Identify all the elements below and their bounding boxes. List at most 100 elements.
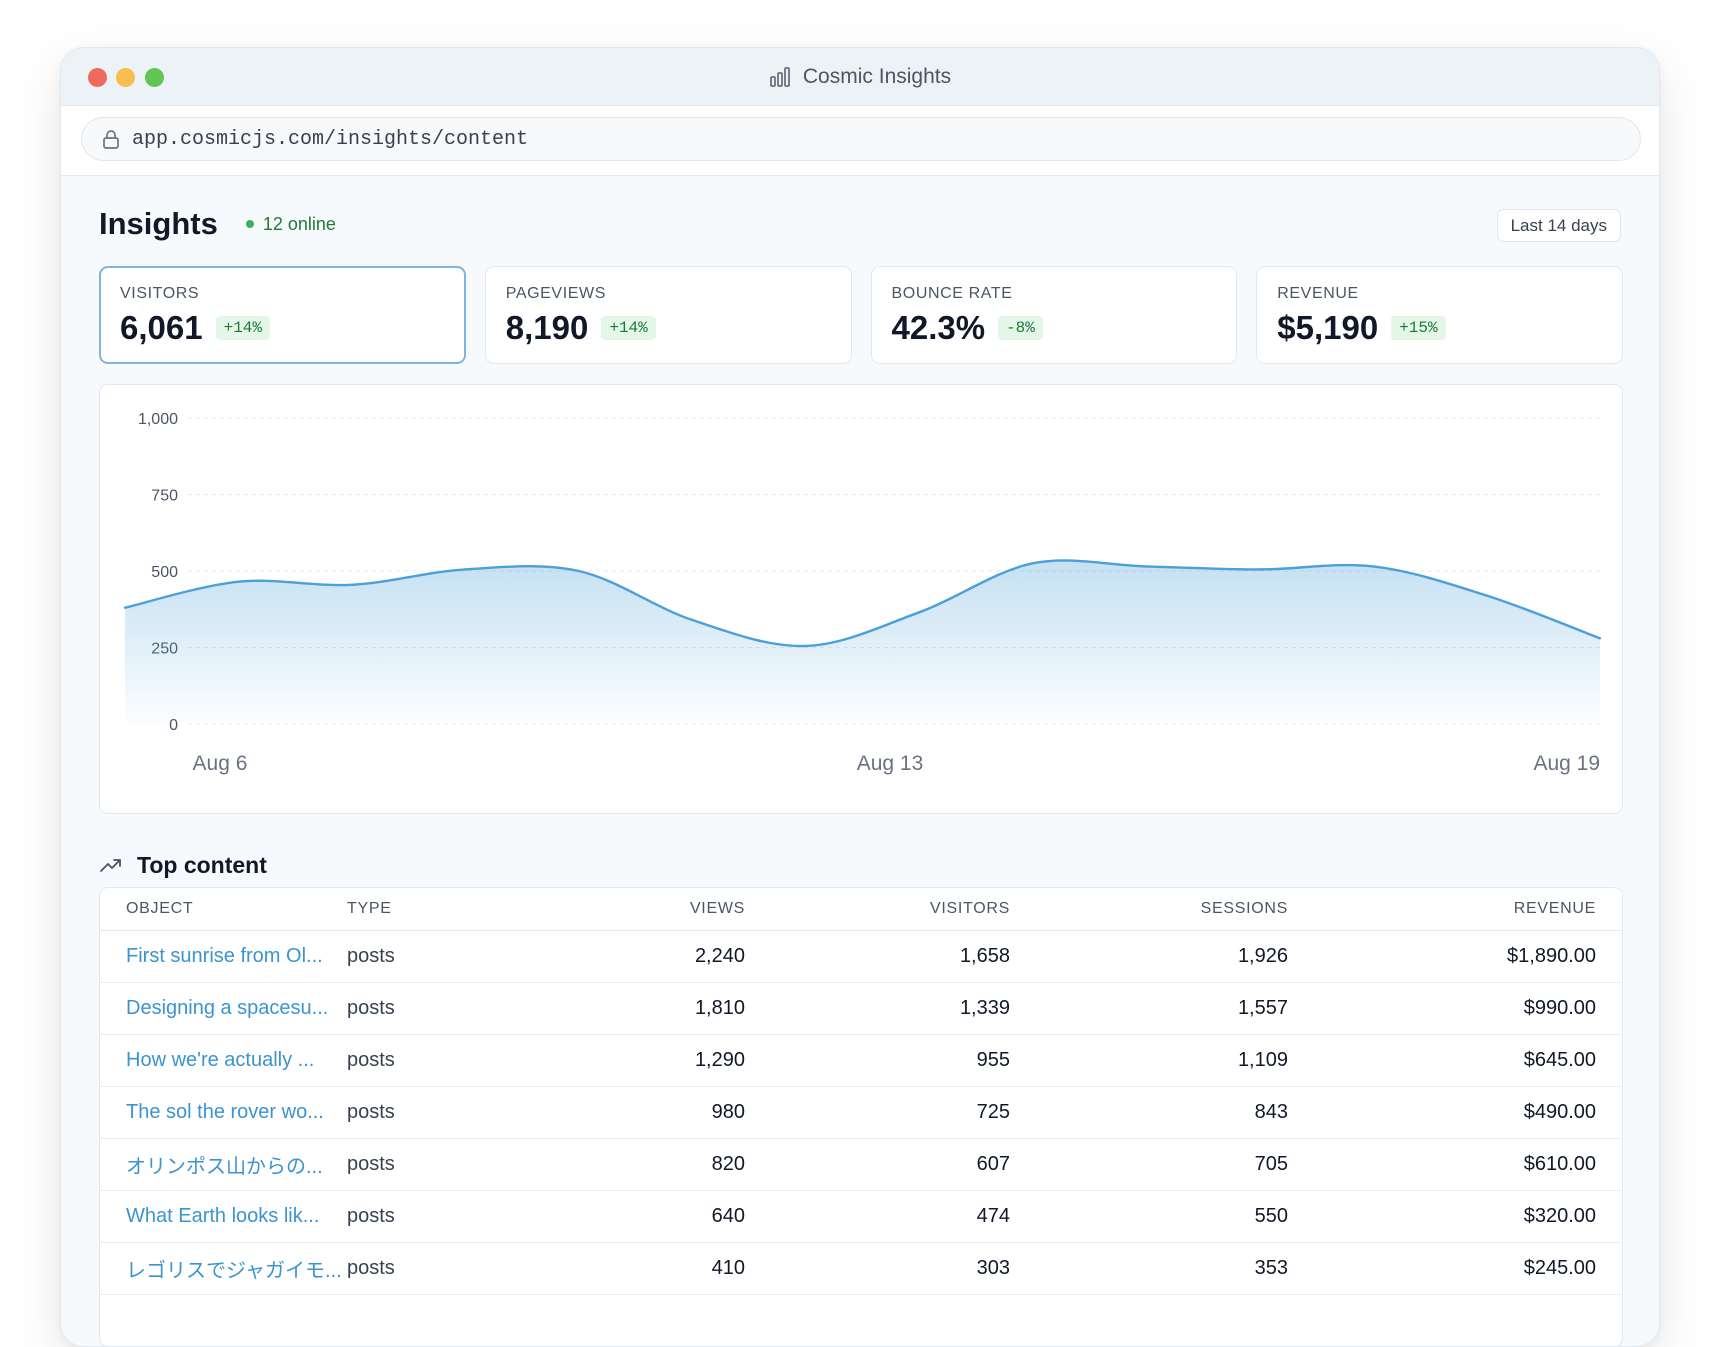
date-range-button[interactable]: Last 14 days [1496,209,1621,242]
type-cell: posts [347,1190,547,1243]
object-link[interactable]: オリンポス山からの... [100,1138,347,1191]
page-header: Insights 12 online [99,204,336,244]
views-cell: 640 [547,1190,745,1243]
sessions-cell: 1,557 [1010,982,1288,1035]
revenue-cell: $490.00 [1288,1086,1622,1139]
stat-cards: VISITORS 6,061 +14% PAGEVIEWS 8,190 +14%… [99,266,1623,364]
column-header-revenue[interactable]: REVENUE [1288,888,1622,931]
stat-value: $5,190 [1277,309,1379,346]
stat-label: REVENUE [1277,285,1359,302]
object-link[interactable]: First sunrise from Ol... [100,930,347,983]
table-row[interactable]: How we're actually ... posts 1,290 955 1… [100,1034,1622,1087]
views-cell: 2,240 [547,930,745,983]
object-link[interactable]: Designing a spacesu... [100,982,347,1035]
online-dot-icon [245,220,254,228]
stat-value: 6,061 [120,309,203,346]
data-point[interactable] [1371,565,1375,568]
stat-label: VISITORS [120,285,200,302]
address-row: app.cosmicjs.com/insights/content [61,106,1659,176]
table-header-row: OBJECT TYPE VIEWS VISITORS SESSIONS REVE… [100,888,1622,931]
data-point[interactable] [1485,594,1488,597]
object-link[interactable]: What Earth looks lik... [100,1190,347,1243]
table-row[interactable]: レゴリスでジャガイモ... posts 410 303 353 $245.00 [100,1242,1622,1295]
visitors-cell: 1,339 [745,982,1010,1035]
x-tick-label: Aug 6 [193,752,248,775]
y-tick-label: 1,000 [138,411,178,428]
column-header-type[interactable]: TYPE [347,888,547,931]
sessions-cell: 550 [1010,1190,1288,1243]
page-title: Insights [99,206,218,241]
type-cell: posts [347,1034,547,1087]
table-row[interactable]: Designing a spacesu... posts 1,810 1,339… [100,982,1622,1035]
data-point[interactable] [691,618,694,622]
visitors-cell: 725 [745,1086,1010,1139]
online-count: 12 online [262,213,336,234]
data-point[interactable] [464,568,467,571]
visitors-cell: 1,658 [745,930,1010,983]
x-tick-label: Aug 13 [857,752,924,775]
sessions-cell: 1,926 [1010,930,1288,983]
data-point[interactable] [1258,568,1261,571]
object-link[interactable]: The sol the rover wo... [100,1086,347,1139]
online-indicator: 12 online [245,213,336,235]
chart-area [125,560,1600,724]
stat-label: PAGEVIEWS [505,285,606,302]
type-cell: posts [347,1242,547,1295]
top-content-table-card: OBJECT TYPE VIEWS VISITORS SESSIONS REVE… [99,887,1623,1346]
revenue-cell: $645.00 [1288,1034,1622,1087]
visitors-cell: 303 [745,1242,1010,1295]
object-link[interactable]: レゴリスでジャガイモ... [100,1242,347,1295]
data-point[interactable] [918,611,921,614]
stat-card-bounce-rate[interactable]: BOUNCE RATE 42.3% -8% [870,266,1238,364]
revenue-cell: $320.00 [1288,1190,1622,1243]
window-title-group: Cosmic Insights [61,48,1659,106]
column-header-visitors[interactable]: VISITORS [745,888,1010,931]
table-row[interactable]: オリンポス山からの... posts 820 607 705 $610.00 [100,1138,1622,1191]
stat-card-revenue[interactable]: REVENUE $5,190 +15% [1256,266,1623,364]
revenue-cell: $990.00 [1288,982,1622,1035]
trending-up-icon [100,859,121,872]
address-bar[interactable]: app.cosmicjs.com/insights/content [81,117,1641,161]
minimize-window-button[interactable] [116,68,135,87]
data-point[interactable] [1598,637,1602,640]
data-point[interactable] [237,580,240,583]
type-cell: posts [347,982,547,1035]
stat-change-badge: +15% [1391,316,1446,340]
sessions-cell: 353 [1010,1242,1288,1295]
visitors-cell: 955 [745,1034,1010,1087]
table-row[interactable]: The sol the rover wo... posts 980 725 84… [100,1086,1622,1139]
views-cell: 1,810 [547,982,745,1035]
browser-window: Cosmic Insights app.cosmicjs.com/insight… [60,47,1660,1347]
stat-card-pageviews[interactable]: PAGEVIEWS 8,190 +14% [484,266,852,364]
table-row[interactable]: First sunrise from Ol... posts 2,240 1,6… [100,930,1622,983]
column-header-object[interactable]: OBJECT [100,888,347,931]
data-point[interactable] [1144,565,1148,568]
views-cell: 1,290 [547,1034,745,1087]
stat-value: 42.3% [891,309,986,346]
close-window-button[interactable] [88,68,107,87]
y-tick-label: 0 [169,717,178,734]
stat-change-badge: +14% [215,316,270,340]
lock-icon [103,130,119,149]
bar-chart-icon [769,67,790,87]
data-point[interactable] [350,583,354,586]
data-point[interactable] [123,606,127,609]
views-cell: 820 [547,1138,745,1191]
object-link[interactable]: How we're actually ... [100,1034,347,1087]
stat-change-badge: -8% [998,316,1043,340]
column-header-sessions[interactable]: SESSIONS [1010,888,1288,931]
sessions-cell: 843 [1010,1086,1288,1139]
window-title: Cosmic Insights [802,65,952,88]
type-cell: posts [347,1138,547,1191]
visitors-cell: 474 [745,1190,1010,1243]
sessions-cell: 1,109 [1010,1034,1288,1087]
table-row[interactable]: What Earth looks lik... posts 640 474 55… [100,1190,1622,1243]
maximize-window-button[interactable] [145,68,164,87]
data-point[interactable] [1031,562,1034,565]
data-point[interactable] [577,569,581,573]
sessions-cell: 705 [1010,1138,1288,1191]
stat-card-visitors[interactable]: VISITORS 6,061 +14% [99,266,466,364]
data-point[interactable] [804,644,807,648]
column-header-views[interactable]: VIEWS [547,888,745,931]
